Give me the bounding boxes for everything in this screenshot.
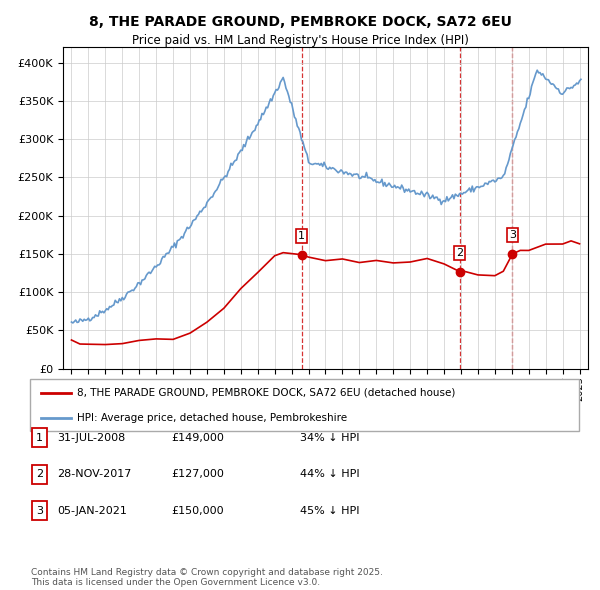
Text: 28-NOV-2017: 28-NOV-2017	[57, 470, 131, 479]
Text: Price paid vs. HM Land Registry's House Price Index (HPI): Price paid vs. HM Land Registry's House …	[131, 34, 469, 47]
Text: 2: 2	[456, 248, 463, 258]
Text: 05-JAN-2021: 05-JAN-2021	[57, 506, 127, 516]
Text: 1: 1	[298, 231, 305, 241]
FancyBboxPatch shape	[32, 502, 47, 520]
Text: Contains HM Land Registry data © Crown copyright and database right 2025.
This d: Contains HM Land Registry data © Crown c…	[31, 568, 383, 587]
Text: 34% ↓ HPI: 34% ↓ HPI	[300, 433, 359, 442]
Text: 45% ↓ HPI: 45% ↓ HPI	[300, 506, 359, 516]
Text: £150,000: £150,000	[171, 506, 224, 516]
Text: 3: 3	[509, 230, 516, 240]
Text: 1: 1	[36, 433, 43, 442]
FancyBboxPatch shape	[30, 379, 579, 431]
FancyBboxPatch shape	[32, 465, 47, 484]
Text: 44% ↓ HPI: 44% ↓ HPI	[300, 470, 359, 479]
Text: 3: 3	[36, 506, 43, 516]
Text: £149,000: £149,000	[171, 433, 224, 442]
Text: £127,000: £127,000	[171, 470, 224, 479]
Text: 31-JUL-2008: 31-JUL-2008	[57, 433, 125, 442]
Text: 8, THE PARADE GROUND, PEMBROKE DOCK, SA72 6EU (detached house): 8, THE PARADE GROUND, PEMBROKE DOCK, SA7…	[77, 388, 455, 398]
Text: 8, THE PARADE GROUND, PEMBROKE DOCK, SA72 6EU: 8, THE PARADE GROUND, PEMBROKE DOCK, SA7…	[89, 15, 511, 29]
FancyBboxPatch shape	[32, 428, 47, 447]
Text: HPI: Average price, detached house, Pembrokeshire: HPI: Average price, detached house, Pemb…	[77, 413, 347, 422]
Text: 2: 2	[36, 470, 43, 479]
